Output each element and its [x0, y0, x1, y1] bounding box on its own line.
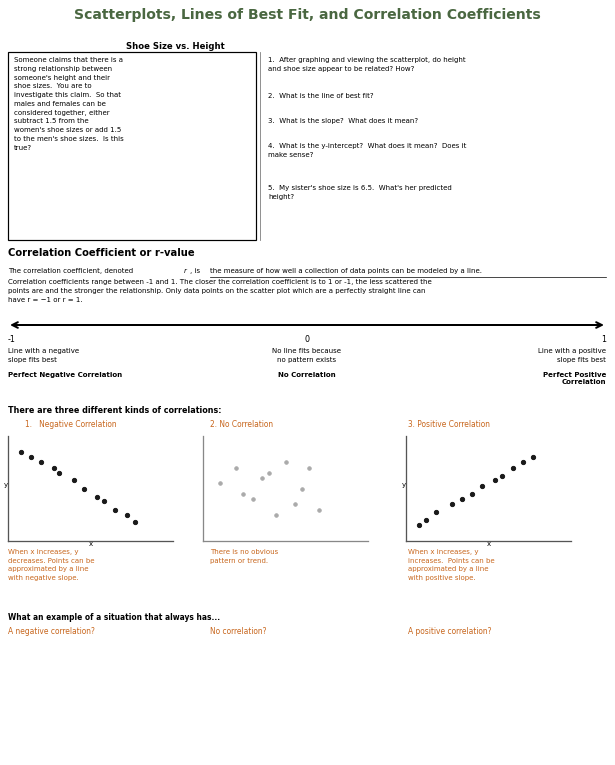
X-axis label: x: x: [486, 541, 491, 547]
Text: 4.  What is the y-intercept?  What does it mean?  Does it
make sense?: 4. What is the y-intercept? What does it…: [268, 143, 466, 158]
Point: [518, 456, 528, 468]
Point: [26, 451, 36, 463]
Point: [122, 509, 132, 521]
Text: A positive correlation?: A positive correlation?: [408, 627, 491, 636]
Text: No line fits because
no pattern exists: No line fits because no pattern exists: [272, 348, 341, 363]
Text: 3.  What is the slope?  What does it mean?: 3. What is the slope? What does it mean?: [268, 118, 418, 124]
Text: No correlation?: No correlation?: [210, 627, 266, 636]
Point: [297, 483, 307, 495]
Text: r: r: [184, 268, 187, 274]
Y-axis label: y: y: [402, 483, 406, 489]
Point: [457, 493, 467, 505]
Text: -1: -1: [8, 335, 16, 344]
Point: [231, 461, 241, 474]
Point: [271, 509, 280, 521]
Point: [54, 467, 64, 479]
Text: What an example of a situation that always has...: What an example of a situation that alwa…: [8, 613, 220, 622]
Point: [290, 498, 300, 510]
Point: [477, 480, 487, 493]
Point: [446, 498, 456, 510]
Text: No Correlation: No Correlation: [278, 372, 336, 378]
Text: 1.  After graphing and viewing the scatterplot, do height
and shoe size appear t: 1. After graphing and viewing the scatte…: [268, 57, 466, 71]
X-axis label: x: x: [89, 541, 93, 547]
Point: [237, 487, 247, 500]
Point: [432, 506, 442, 518]
Text: 0: 0: [304, 335, 309, 344]
Text: 2.  What is the line of best fit?: 2. What is the line of best fit?: [268, 93, 374, 99]
Text: There are three different kinds of correlations:: There are three different kinds of corre…: [8, 406, 221, 415]
Bar: [8, 52, 256, 240]
Text: Correlation Coefficient or r-value: Correlation Coefficient or r-value: [8, 248, 194, 258]
Text: Correlation coefficients range between -1 and 1. The closer the correlation coef: Correlation coefficients range between -…: [8, 279, 432, 302]
Point: [100, 495, 109, 507]
Point: [258, 472, 268, 484]
Point: [215, 477, 224, 490]
Text: Line with a negative
slope fits best: Line with a negative slope fits best: [8, 348, 79, 363]
Text: Perfect Positive
Correlation: Perfect Positive Correlation: [542, 372, 606, 385]
Point: [16, 446, 26, 458]
Text: 3. Positive Correlation: 3. Positive Correlation: [408, 420, 490, 429]
Point: [264, 467, 274, 479]
Point: [314, 503, 323, 516]
Point: [421, 514, 431, 526]
Point: [508, 461, 518, 474]
Text: When x increases, y
increases.  Points can be
approximated by a line
with positi: When x increases, y increases. Points ca…: [408, 549, 494, 581]
Text: 1.   Negative Correlation: 1. Negative Correlation: [25, 420, 117, 429]
Point: [36, 456, 46, 468]
Point: [490, 474, 500, 487]
Text: 2. No Correlation: 2. No Correlation: [210, 420, 273, 429]
Text: Someone claims that there is a
strong relationship between
someone's height and : Someone claims that there is a strong re…: [14, 57, 124, 151]
Y-axis label: y: y: [4, 483, 8, 489]
Text: Shoe Size vs. Height: Shoe Size vs. Height: [125, 42, 224, 51]
Point: [304, 461, 314, 474]
Text: A negative correlation?: A negative correlation?: [8, 627, 95, 636]
Point: [109, 503, 119, 516]
Point: [49, 461, 58, 474]
Point: [414, 519, 424, 532]
Point: [248, 493, 258, 505]
Point: [79, 483, 89, 495]
Point: [92, 491, 101, 503]
Text: Line with a positive
slope fits best: Line with a positive slope fits best: [538, 348, 606, 363]
Point: [130, 516, 140, 528]
Text: There is no obvious
pattern or trend.: There is no obvious pattern or trend.: [210, 549, 278, 564]
Text: Scatterplots, Lines of Best Fit, and Correlation Coefficients: Scatterplots, Lines of Best Fit, and Cor…: [74, 8, 541, 22]
Text: the measure of how well a collection of data points can be modeled by a line.: the measure of how well a collection of …: [210, 268, 482, 274]
Point: [69, 474, 79, 487]
Point: [498, 470, 507, 482]
Text: 5.  My sister's shoe size is 6.5.  What's her predicted
height?: 5. My sister's shoe size is 6.5. What's …: [268, 185, 452, 200]
Point: [528, 451, 538, 463]
Text: 1: 1: [601, 335, 606, 344]
Point: [280, 456, 290, 468]
Text: When x increases, y
decreases. Points can be
approximated by a line
with negativ: When x increases, y decreases. Points ca…: [8, 549, 95, 581]
Text: Perfect Negative Correlation: Perfect Negative Correlation: [8, 372, 122, 378]
Text: The correlation coefficient, denoted: The correlation coefficient, denoted: [8, 268, 135, 274]
Text: , is: , is: [190, 268, 202, 274]
Point: [467, 487, 477, 500]
